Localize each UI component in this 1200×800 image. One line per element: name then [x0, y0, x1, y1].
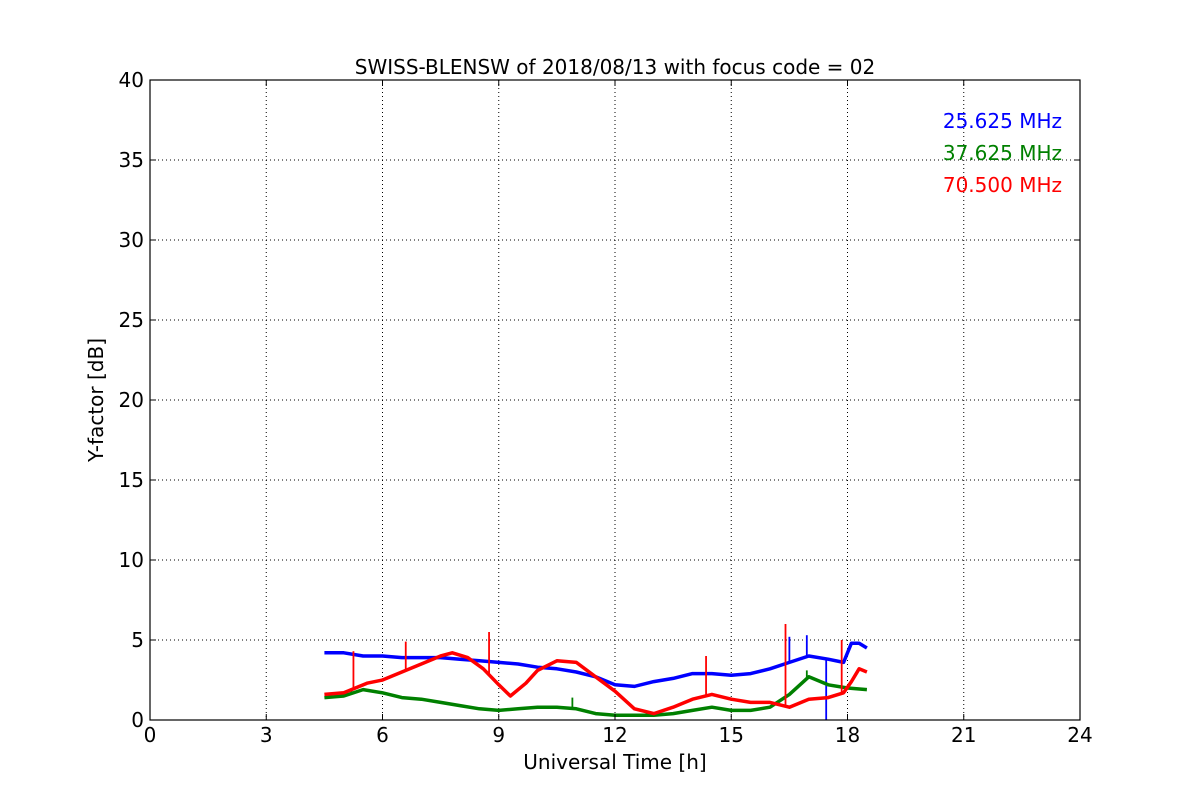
ticks: [149, 79, 1081, 721]
y-axis-label: Y-factor [dB]: [84, 338, 108, 463]
y-tick-label: 10: [119, 548, 144, 572]
legend-entry-1: 37.625 MHz: [943, 141, 1062, 165]
y-tick-label: 40: [119, 68, 144, 92]
x-tick-label: 18: [835, 723, 860, 747]
legend-entry-2: 70.500 MHz: [943, 173, 1062, 197]
x-tick-label: 9: [492, 723, 505, 747]
x-tick-label: 12: [602, 723, 627, 747]
series-layer: [324, 624, 868, 720]
x-tick-label: 3: [260, 723, 273, 747]
y-tick-label: 25: [119, 308, 144, 332]
y-tick-label: 5: [131, 628, 144, 652]
legend: 25.625 MHz 37.625 MHz 70.500 MHz: [943, 109, 1062, 197]
x-tick-label: 0: [144, 723, 157, 747]
y-tick-label: 30: [119, 228, 144, 252]
x-tick-label: 24: [1067, 723, 1092, 747]
series-line-2: [324, 651, 868, 716]
tick-labels: 0 3 6 9 12 15 18 21 24 0 5 10 15 20 25 30 35 40: [119, 68, 1093, 747]
x-tick-label: 21: [951, 723, 976, 747]
y-tick-label: 0: [131, 708, 144, 732]
grid: [150, 80, 1080, 720]
y-tick-label: 20: [119, 388, 144, 412]
x-tick-label: 6: [376, 723, 389, 747]
legend-entry-0: 25.625 MHz: [943, 109, 1062, 133]
y-tick-label: 15: [119, 468, 144, 492]
chart-title: SWISS-BLENSW of 2018/08/13 with focus co…: [355, 55, 876, 79]
y-tick-label: 35: [119, 148, 144, 172]
x-tick-label: 15: [719, 723, 744, 747]
x-axis-label: Universal Time [h]: [523, 750, 706, 774]
series-line-0: [324, 641, 868, 689]
